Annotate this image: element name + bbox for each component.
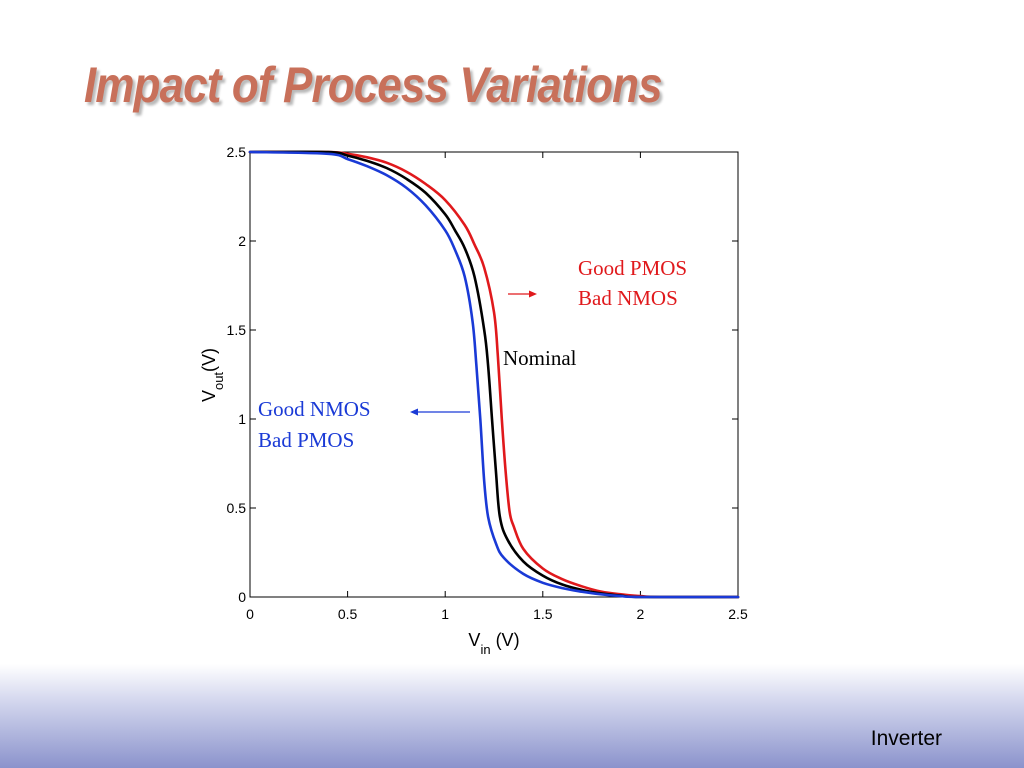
annotation-good-nmos-text: Good NMOS (258, 397, 371, 421)
x-axis-label: Vin (V) (468, 630, 519, 657)
tick-labels: 0 0.5 1 1.5 2 2.5 0 0.5 1 1.5 2 2.5 (227, 144, 748, 622)
arrow-left-blue-head (410, 408, 418, 416)
x-tick-label: 1 (441, 606, 449, 622)
annotation-nominal: Nominal (503, 346, 577, 370)
y-tick-label: 2 (238, 233, 246, 249)
annotation-good-pmos-text: Good PMOS (578, 256, 687, 280)
x-tick-label: 1.5 (533, 606, 553, 622)
series-nominal (248, 150, 740, 599)
slide-title: Impact of Process Variations (84, 57, 663, 113)
y-axis-label: Vout(V) (199, 348, 226, 402)
x-tick-label: 0 (246, 606, 254, 622)
footer-band (0, 664, 1024, 768)
x-tick-label: 2 (637, 606, 645, 622)
annotation-bad-pmos-text: Bad PMOS (258, 428, 354, 452)
annotation-bad-nmos-text: Bad NMOS (578, 286, 678, 310)
series-good-nmos-bad-pmos (248, 150, 740, 599)
annotation-good-nmos-bad-pmos: Good NMOS Bad PMOS (258, 397, 470, 452)
annotation-good-pmos-bad-nmos: Good PMOS Bad NMOS (508, 256, 687, 310)
y-tick-label: 0.5 (227, 500, 247, 516)
y-tick-label: 1.5 (227, 322, 247, 338)
x-tick-label: 2.5 (728, 606, 748, 622)
series-good-pmos-bad-nmos (248, 150, 740, 599)
arrow-right-red-head (529, 290, 537, 298)
y-tick-label: 0 (238, 589, 246, 605)
plot-frame (249, 151, 739, 598)
x-tick-label: 0.5 (338, 606, 358, 622)
series-lines (248, 150, 740, 599)
y-tick-label: 1 (238, 411, 246, 427)
footer-label: Inverter (870, 727, 942, 750)
y-tick-label: 2.5 (227, 144, 247, 160)
